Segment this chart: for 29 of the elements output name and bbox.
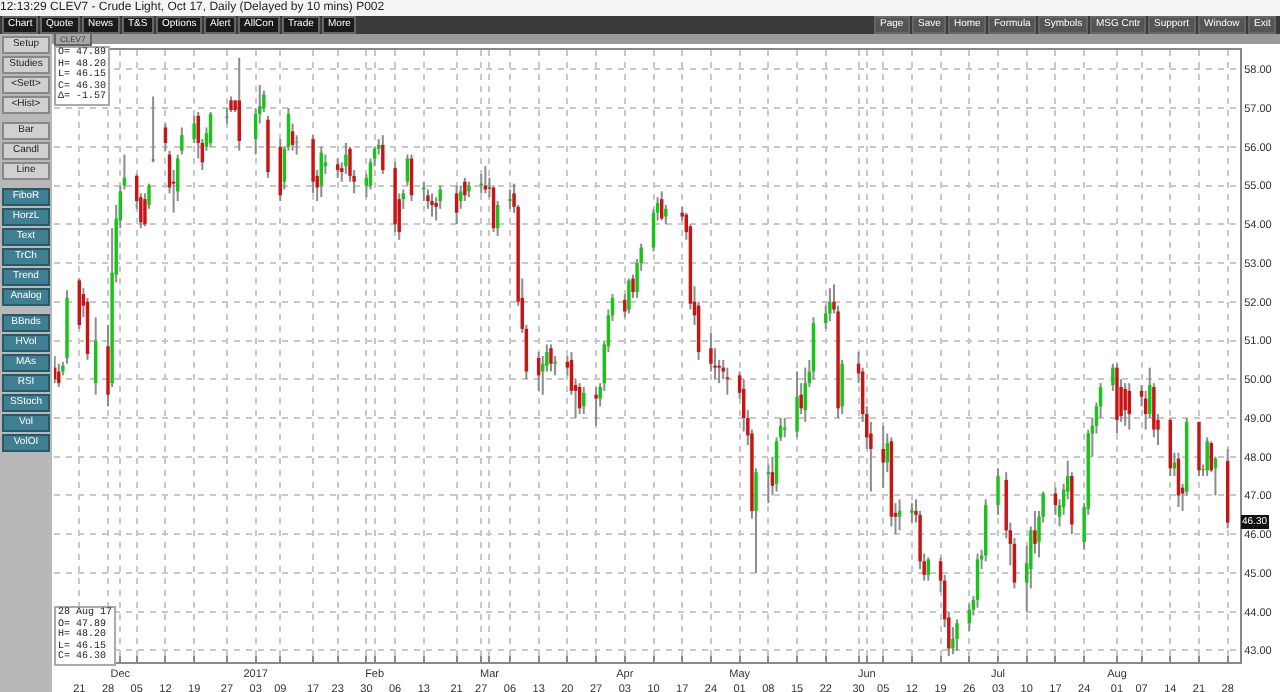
candlestick — [426, 188, 430, 210]
candlestick — [627, 277, 631, 315]
candlestick — [659, 190, 664, 222]
candlestick — [430, 192, 434, 218]
candlestick — [311, 134, 315, 195]
candlestick — [192, 114, 196, 144]
candlestick — [143, 192, 147, 228]
candlestick — [594, 385, 598, 427]
candlestick — [344, 141, 348, 175]
candlestick — [57, 362, 61, 388]
candlestick — [180, 126, 184, 156]
candlestick — [463, 176, 467, 203]
candlestick — [897, 498, 902, 532]
candlestick — [454, 184, 459, 226]
candlestick — [828, 287, 832, 323]
candlestick — [582, 385, 586, 416]
candlestick — [955, 618, 959, 652]
candlestick — [508, 188, 512, 210]
candlestick — [163, 122, 168, 152]
candlestick — [709, 331, 713, 373]
candlestick — [1123, 382, 1127, 427]
candlestick — [996, 467, 1000, 516]
candlestick — [795, 370, 799, 439]
candlestick — [881, 424, 885, 489]
candlestick — [549, 343, 553, 373]
candlestick — [335, 157, 340, 179]
candlestick — [381, 134, 385, 175]
candlestick — [1205, 436, 1209, 478]
candlestick — [910, 502, 914, 524]
